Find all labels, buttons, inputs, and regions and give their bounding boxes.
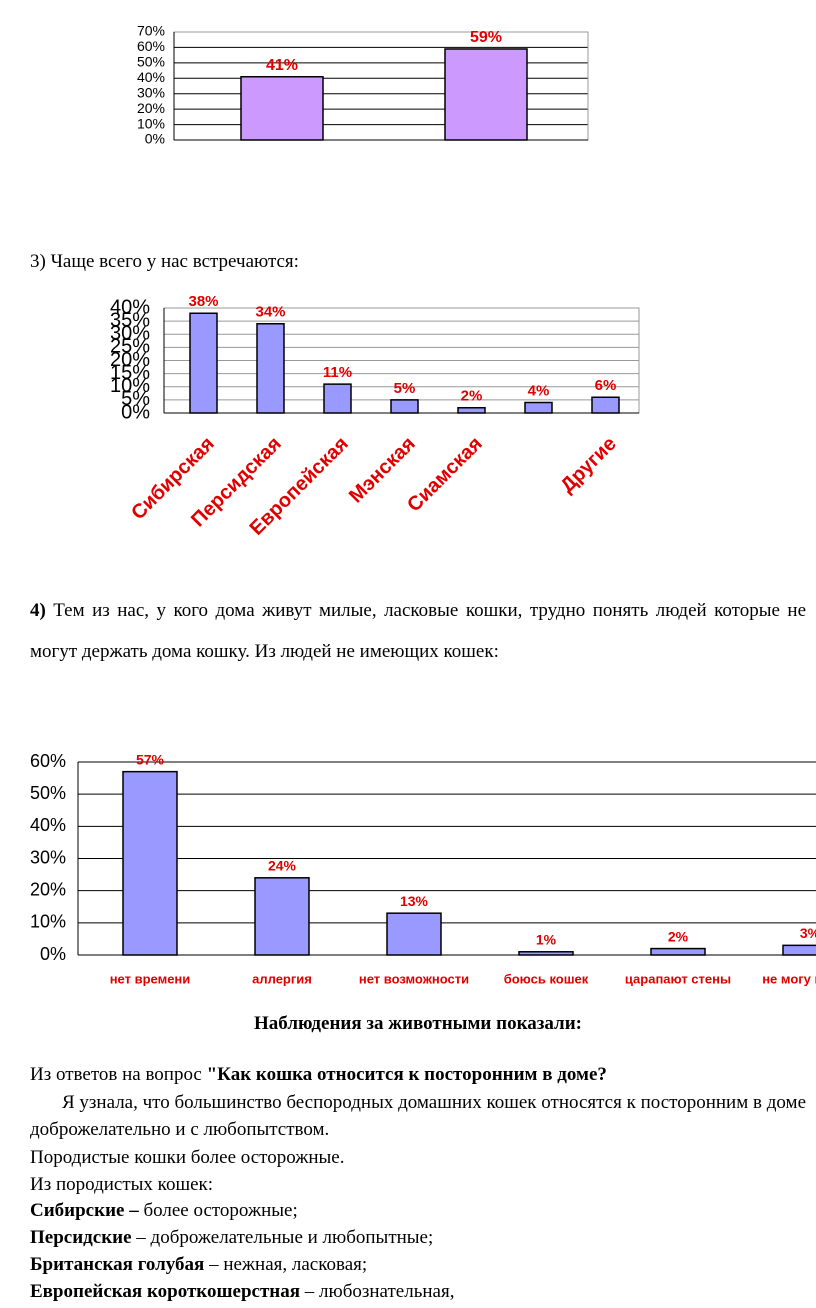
y-tick-label: 35% [110, 309, 150, 331]
y-tick-label: 10% [30, 912, 66, 932]
section-3: 3) Чаще всего у нас встречаются: [30, 251, 299, 272]
list-term: Персидские [30, 1227, 132, 1248]
bar [189, 312, 218, 414]
bar [457, 407, 486, 414]
y-tick-label: 10% [137, 115, 165, 131]
list-item: Сибирские – более осторожные; [30, 1197, 806, 1224]
list-term: Сибирские – [30, 1200, 139, 1221]
bar [240, 75, 324, 141]
bar [386, 912, 442, 956]
bar [256, 323, 285, 414]
list-item: Британская голубая – нежная, ласковая; [30, 1251, 806, 1278]
value-label: 11% [323, 364, 352, 381]
value-label: 34% [255, 304, 285, 321]
y-tick-label: 0% [121, 401, 150, 423]
y-tick-label: 20% [110, 349, 150, 371]
heading: Наблюдения за животными показали: [254, 1013, 582, 1034]
value-label: 4% [528, 382, 550, 399]
paragraph: Из породистых кошек: [30, 1174, 214, 1195]
bar [524, 401, 553, 414]
list-text: – любознательная, [300, 1281, 455, 1302]
x-tick-label: не могу в поро [762, 971, 816, 986]
question-text: "Как кошка относится к посторонним в дом… [206, 1064, 607, 1085]
y-tick-label: 20% [137, 100, 165, 116]
value-label: 5% [394, 380, 416, 397]
x-tick-label: нет времени [110, 971, 191, 986]
y-tick-label: 40% [137, 69, 165, 85]
y-tick-label: 30% [110, 323, 150, 345]
bar [122, 770, 178, 956]
bar [444, 48, 528, 141]
y-tick-label: 0% [40, 944, 66, 964]
x-tick-label: Другие [556, 433, 620, 497]
value-label: 13% [400, 893, 429, 909]
y-tick-label: 40% [30, 815, 66, 835]
list-text: – доброжелательные и любопытные; [131, 1227, 434, 1248]
bar [518, 951, 574, 956]
y-tick-label: 5% [121, 388, 150, 410]
value-label: 2% [461, 388, 483, 405]
bar [323, 383, 352, 414]
list-text: более осторожные; [138, 1200, 298, 1221]
value-label: 24% [268, 858, 297, 874]
bar [782, 944, 816, 956]
bar [591, 396, 620, 414]
y-tick-label: 70% [137, 23, 165, 39]
y-tick-label: 10% [110, 375, 150, 397]
list-item: Европейская короткошерстная – любознател… [30, 1278, 806, 1305]
section-number: 4) [30, 600, 46, 621]
y-tick-label: 0% [145, 131, 165, 147]
chart-popular: 0%5%10%15%20%25%30%35%40% 38%Сибирская34%… [110, 293, 640, 540]
value-label: 2% [668, 928, 689, 944]
chart-breeds: 0%10%20%30%40%50%60%70%41%породистые кош… [137, 23, 589, 147]
y-tick-label: 25% [110, 336, 150, 358]
bar [390, 399, 419, 414]
list-term: Британская голубая [30, 1254, 205, 1275]
list-item: Персидские – доброжелательные и любопытн… [30, 1224, 806, 1251]
value-label: 1% [536, 931, 557, 947]
bar [650, 947, 706, 956]
value-label: 38% [188, 293, 218, 310]
y-tick-label: 40% [110, 296, 150, 318]
value-label: 6% [595, 377, 617, 394]
x-tick-label: аллергия [252, 971, 312, 986]
x-tick-label: боюсь кошек [504, 971, 589, 986]
y-tick-label: 20% [30, 879, 66, 899]
list-text: – нежная, ласковая; [204, 1254, 368, 1275]
paragraph: Я узнала, что большинство беспородных до… [30, 1092, 806, 1140]
bar [254, 877, 310, 956]
y-tick-label: 30% [137, 84, 165, 100]
y-tick-label: 50% [30, 783, 66, 803]
chart-reasons: 0% 10% 20% 30% 40% 50% 60% 57% нет времени 24% алл… [30, 751, 816, 986]
list-term: Европейская короткошерстная [30, 1281, 301, 1302]
y-tick-label: 30% [30, 847, 66, 867]
value-label: 3% [800, 925, 816, 941]
value-label: 57% [136, 751, 165, 767]
section-4: 4) Тем из нас, у кого дома живут милые, … [30, 590, 806, 672]
value-label: 41% [266, 57, 298, 74]
paragraph: Породистые кошки более осторожные. [30, 1147, 345, 1168]
y-tick-label: 15% [110, 362, 150, 384]
value-label: 59% [470, 29, 502, 46]
x-tick-label: нет возможности [359, 971, 469, 986]
x-tick-label: царапают стены [625, 971, 731, 986]
y-tick-label: 50% [137, 54, 165, 70]
y-tick-label: 60% [137, 38, 165, 54]
y-tick-label: 60% [30, 751, 66, 771]
section-text: Тем из нас, у кого дома живут милые, лас… [30, 600, 806, 662]
question-intro: Из ответов на вопрос [30, 1064, 207, 1085]
question: Из ответов на вопрос "Как кошка относитс… [30, 1061, 806, 1088]
